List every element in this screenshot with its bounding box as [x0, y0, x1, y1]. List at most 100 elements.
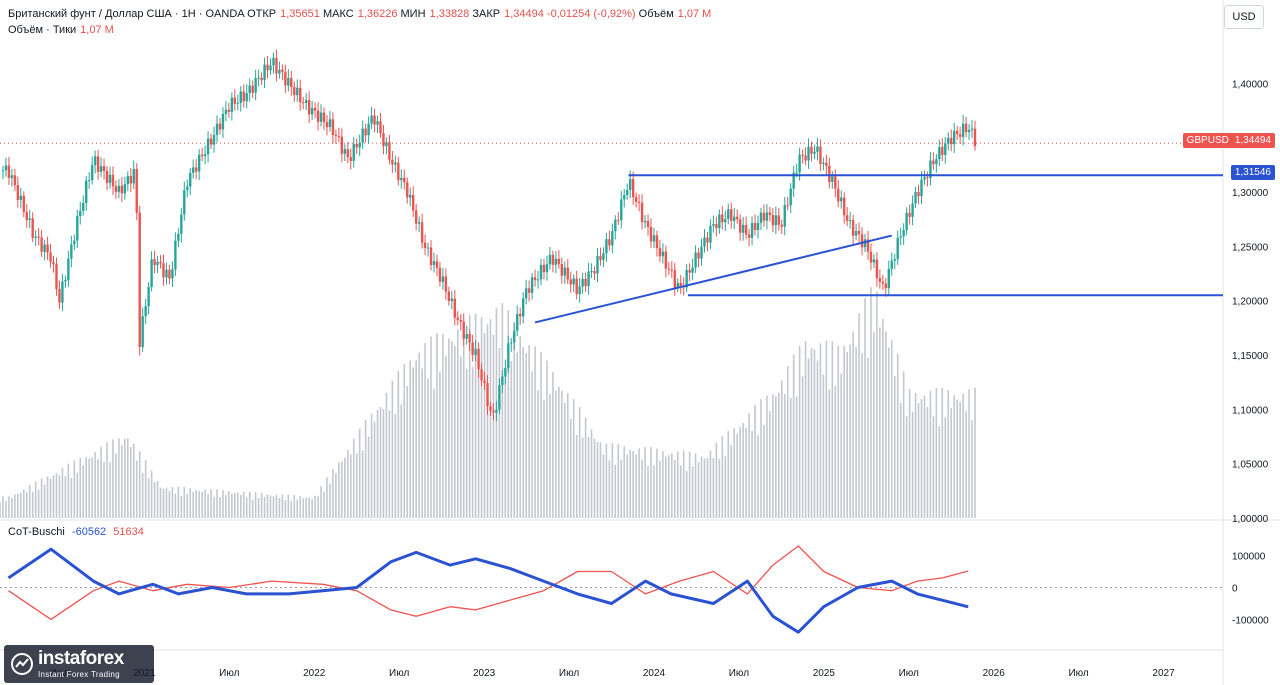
candle-body	[462, 321, 465, 339]
volume-bar	[852, 331, 854, 518]
candle-body	[331, 119, 335, 135]
candle-body	[171, 269, 174, 279]
candle-body	[67, 258, 70, 281]
candle-body	[614, 219, 617, 232]
candle-body	[251, 85, 254, 93]
volume-bar	[876, 291, 878, 518]
volume-bar	[798, 345, 801, 518]
volume-bar	[64, 476, 67, 518]
price-tick-3: 1,25000	[1232, 242, 1269, 253]
candle-body	[406, 182, 409, 198]
candle-body	[25, 211, 28, 220]
candle-body	[884, 283, 888, 289]
volume-bar	[887, 347, 890, 518]
candle-body	[834, 176, 837, 189]
volume-bar	[5, 501, 7, 518]
currency-button[interactable]: USD	[1224, 5, 1264, 29]
volume-bar	[382, 408, 385, 518]
indicator-value-blue: -60562	[71, 526, 107, 538]
volume-bar	[718, 459, 721, 518]
volume-bar	[70, 477, 73, 518]
candle-body	[923, 177, 926, 180]
candle-body	[628, 179, 632, 191]
candle-body	[563, 267, 566, 276]
volume-bar	[25, 492, 28, 518]
volume-bar	[85, 457, 88, 518]
candle-body	[768, 212, 772, 216]
volume-bar	[769, 411, 771, 518]
candle-body	[293, 87, 296, 96]
cot-tick-2: -100000	[1232, 615, 1269, 626]
candle-body	[724, 219, 727, 223]
volume-bar	[412, 367, 414, 518]
candle-body	[551, 254, 555, 265]
candle-body	[370, 115, 373, 124]
candle-body	[792, 172, 795, 189]
volume-bar	[370, 413, 373, 518]
volume-bar	[171, 486, 174, 518]
candle-body	[4, 165, 8, 171]
volume-bar	[739, 427, 741, 518]
volume-bar	[52, 475, 55, 518]
candle-body	[510, 342, 513, 344]
volume-bar	[599, 442, 602, 518]
volume-bar	[156, 481, 159, 518]
volume-bar	[572, 398, 575, 518]
candle-body	[691, 267, 694, 273]
candle-body	[322, 112, 326, 123]
volume-bar	[239, 495, 242, 518]
candle-body	[197, 154, 201, 172]
trendline	[534, 234, 893, 324]
volume-bar	[965, 410, 967, 518]
volume-bar	[665, 456, 667, 518]
price-tick-4: 1,20000	[1232, 297, 1269, 308]
candle-body	[715, 224, 718, 228]
volume-bar	[566, 393, 569, 518]
volume-bar	[703, 458, 706, 518]
cot-tick-1: 0	[1232, 584, 1238, 595]
candle-body	[468, 333, 471, 343]
candle-body	[212, 134, 216, 145]
volume-bar	[376, 410, 379, 518]
candle-body	[206, 138, 210, 155]
volume-bar	[971, 420, 973, 518]
candle-body	[950, 137, 953, 145]
volume-bar	[647, 465, 649, 518]
candle-body	[394, 162, 397, 165]
indicator-value-red: 51634	[113, 526, 144, 538]
candle-body	[96, 156, 100, 172]
volume-bar	[82, 465, 85, 518]
candle-body	[183, 190, 186, 215]
volume-bar	[480, 317, 483, 518]
candle-body	[248, 85, 251, 94]
volume-bar	[789, 397, 792, 518]
volume-bar	[489, 319, 492, 518]
candle-body	[840, 197, 843, 202]
volume-bar	[213, 496, 215, 518]
volume-bar	[879, 327, 881, 518]
volume-bar	[816, 360, 819, 518]
cot-blue-line	[7, 547, 969, 634]
volume-bar	[721, 436, 724, 518]
volume-bar	[810, 348, 813, 518]
candle-body	[144, 306, 147, 317]
candle-body	[302, 102, 305, 104]
candle-body	[414, 210, 418, 224]
candle-body	[700, 246, 703, 259]
volume-bar	[531, 371, 533, 518]
cot-red-line	[8, 545, 969, 621]
candle-body	[93, 156, 97, 166]
volume-bar	[287, 494, 290, 518]
candle-body	[123, 184, 127, 194]
volume-bar	[947, 390, 950, 518]
volume-bar	[709, 450, 712, 518]
change-value: -0,01254 (-0,92%)	[546, 8, 636, 20]
volume-bar	[629, 449, 631, 518]
candle-body	[932, 160, 935, 165]
candle-body	[325, 122, 329, 128]
candle-body	[435, 261, 439, 268]
volume-bar	[118, 438, 120, 518]
price-tick-8: 1,00000	[1232, 514, 1269, 525]
time-tick-12: Июл	[1068, 668, 1088, 679]
